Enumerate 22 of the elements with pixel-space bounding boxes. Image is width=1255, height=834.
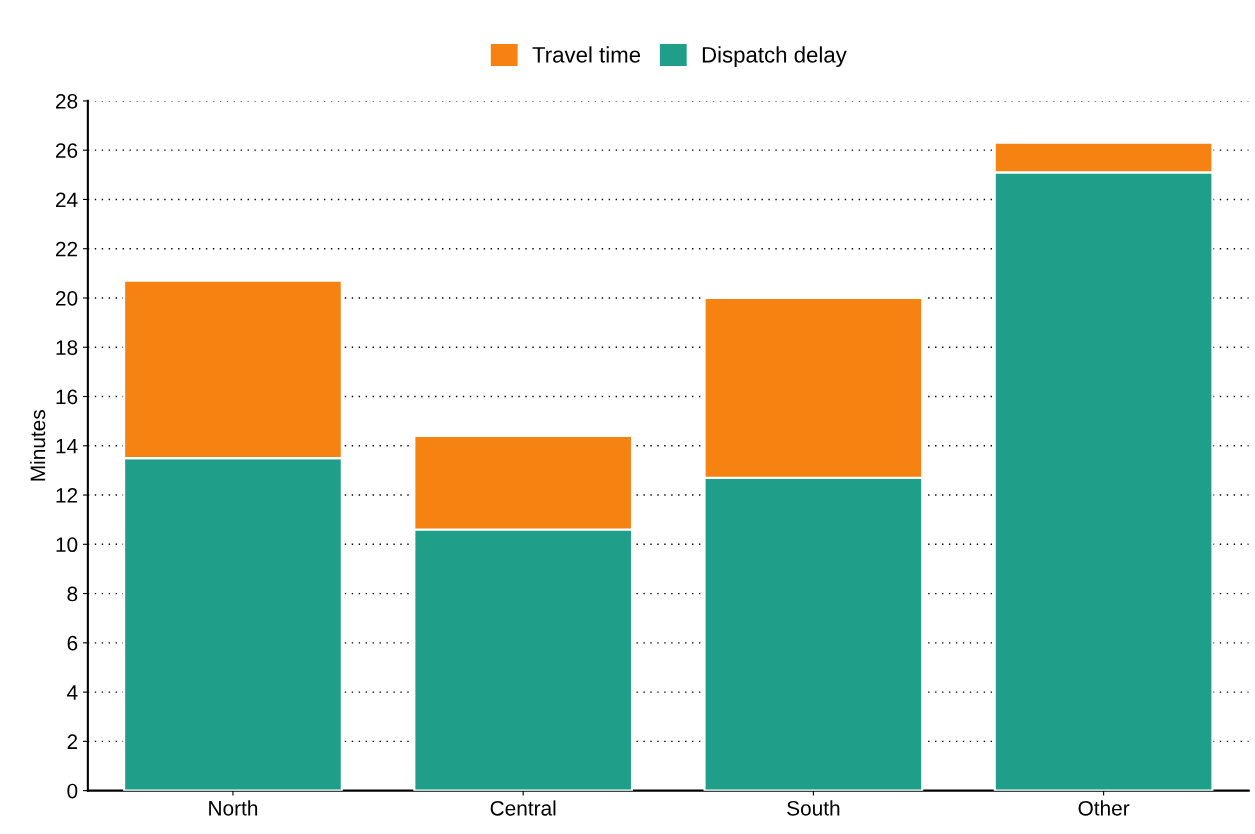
y-tick-label: 24	[56, 192, 78, 207]
y-tick-label: 14	[56, 438, 78, 454]
y-tick-label: 2	[67, 734, 78, 749]
y-tick-label: 22	[56, 241, 78, 257]
x-tick-label: Other	[1078, 800, 1130, 816]
y-tick-label: 6	[67, 635, 78, 651]
y-tick-label: 4	[67, 685, 78, 700]
y-tick-label: 16	[56, 389, 78, 405]
y-tick-label: 26	[56, 143, 78, 158]
y-tick-label: 20	[56, 290, 78, 306]
x-tick-label: South	[787, 800, 840, 816]
y-tick-label: 18	[56, 340, 78, 355]
y-tick-label: 10	[56, 537, 78, 553]
y-axis-title: Minutes	[29, 410, 46, 481]
y-tick-label: 28	[56, 93, 78, 109]
legend-label: Travel time	[532, 46, 641, 63]
x-tick-label: North	[209, 800, 258, 816]
y-tick-label: 8	[67, 586, 78, 602]
x-tick-label: Central	[490, 800, 556, 816]
y-tick-label: 0	[67, 783, 78, 799]
legend-label: Dispatch delay	[702, 46, 847, 68]
y-tick-label: 12	[56, 488, 78, 503]
